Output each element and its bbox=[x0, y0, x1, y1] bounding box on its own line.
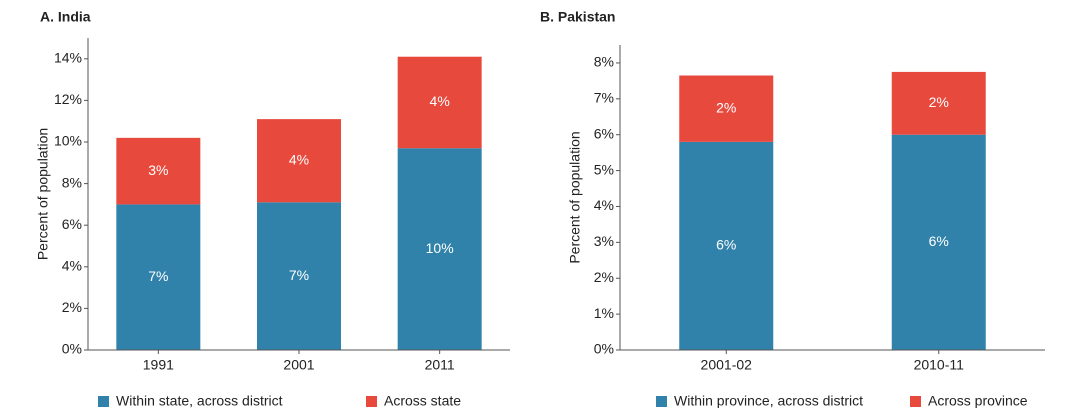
y-tick-label: 12% bbox=[54, 91, 82, 107]
data-label: 7% bbox=[148, 268, 168, 284]
legend-swatch bbox=[910, 396, 921, 407]
bar-segment bbox=[891, 71, 986, 135]
y-tick-label: 0% bbox=[594, 341, 614, 357]
legend-swatch bbox=[98, 396, 109, 407]
bar-segment bbox=[397, 56, 482, 149]
y-tick-label: 3% bbox=[594, 233, 614, 249]
y-axis-label: Percent of population bbox=[35, 128, 51, 260]
y-tick-label: 10% bbox=[54, 133, 82, 149]
bar-segment bbox=[116, 137, 201, 205]
y-tick-label: 5% bbox=[594, 161, 614, 177]
y-tick-label: 7% bbox=[594, 90, 614, 106]
y-tick-label: 6% bbox=[62, 216, 82, 232]
data-label: 2% bbox=[929, 94, 949, 110]
data-label: 4% bbox=[430, 93, 450, 109]
y-tick-label: 14% bbox=[54, 50, 82, 66]
bar-segment bbox=[891, 134, 986, 350]
y-tick-label: 2% bbox=[594, 269, 614, 285]
bar-segment bbox=[679, 141, 774, 350]
data-label: 3% bbox=[148, 162, 168, 178]
bar-segment bbox=[116, 204, 201, 350]
x-tick-label: 2001-02 bbox=[701, 357, 753, 373]
y-tick-label: 2% bbox=[62, 299, 82, 315]
y-tick-label: 8% bbox=[594, 54, 614, 70]
y-tick-label: 0% bbox=[62, 341, 82, 357]
y-tick-label: 6% bbox=[594, 125, 614, 141]
y-tick-label: 4% bbox=[62, 258, 82, 274]
bar-segment bbox=[257, 119, 341, 203]
bar-segment bbox=[257, 202, 341, 350]
x-tick-label: 2010-11 bbox=[914, 357, 965, 373]
data-label: 10% bbox=[426, 240, 454, 256]
legend-label: Within state, across district bbox=[116, 393, 283, 408]
x-tick-label: 2011 bbox=[425, 357, 455, 373]
chart-title: A. India bbox=[40, 9, 91, 25]
x-tick-label: 2001 bbox=[283, 357, 314, 373]
legend-label: Across state bbox=[384, 393, 461, 408]
x-tick-label: 1991 bbox=[143, 357, 174, 373]
bar-segment bbox=[679, 75, 774, 142]
data-label: 6% bbox=[929, 233, 949, 249]
data-label: 4% bbox=[289, 151, 309, 167]
chart-title: B. Pakistan bbox=[540, 9, 615, 25]
bar-segment bbox=[397, 148, 482, 350]
legend-label: Across province bbox=[928, 393, 1028, 408]
legend-swatch bbox=[656, 396, 667, 407]
data-label: 6% bbox=[716, 237, 736, 253]
y-tick-label: 1% bbox=[594, 305, 614, 321]
legend-swatch bbox=[366, 396, 377, 407]
data-label: 2% bbox=[716, 99, 736, 115]
y-tick-label: 8% bbox=[62, 174, 82, 190]
y-axis-label: Percent of population bbox=[567, 131, 583, 263]
legend-label: Within province, across district bbox=[674, 393, 863, 408]
data-label: 7% bbox=[289, 267, 309, 283]
y-tick-label: 4% bbox=[594, 197, 614, 213]
